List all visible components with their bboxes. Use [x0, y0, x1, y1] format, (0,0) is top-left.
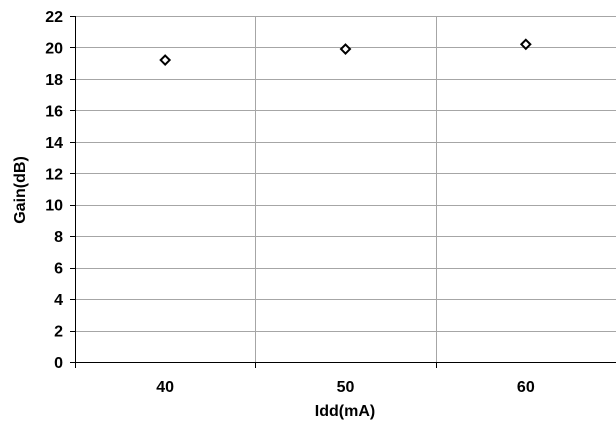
y-tick-label: 6 [54, 261, 63, 278]
data-point [519, 38, 532, 51]
y-tick-label: 2 [54, 324, 63, 341]
y-axis-title: Gain(dB) [12, 156, 29, 224]
data-point [159, 54, 172, 66]
y-tick-label: 8 [54, 229, 63, 246]
x-tick-label: 40 [156, 379, 174, 396]
y-tick-label: 22 [45, 9, 63, 26]
y-tick-label: 0 [54, 355, 63, 372]
x-tick-label: 50 [337, 379, 355, 396]
y-tick-label: 20 [45, 40, 63, 57]
data-point [339, 43, 352, 55]
x-axis-title: Idd(mA) [315, 403, 375, 420]
y-tick-label: 16 [45, 103, 63, 120]
y-tick-label: 14 [45, 135, 63, 152]
y-tick-label: 18 [45, 72, 63, 89]
plot-area: 0 2 4 6 8 10 12 14 16 18 20 22 40 50 60 [45, 9, 616, 396]
y-tick-label: 12 [45, 166, 63, 183]
x-tick-label: 60 [517, 379, 535, 396]
y-tick-label: 10 [45, 198, 63, 215]
y-tick-label: 4 [54, 292, 63, 309]
